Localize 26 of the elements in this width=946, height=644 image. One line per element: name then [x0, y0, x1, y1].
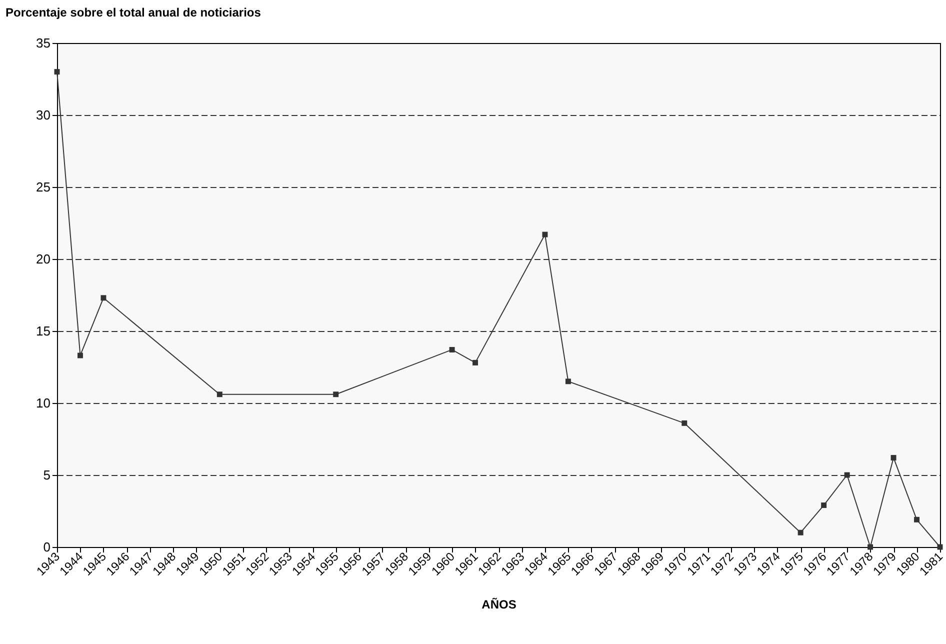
y-tick-label: 0 — [43, 540, 50, 554]
point — [682, 420, 688, 426]
point — [54, 69, 60, 75]
y-tick-label: 20 — [36, 252, 50, 266]
y-tick-label: 30 — [36, 108, 50, 122]
point — [100, 295, 106, 301]
point — [890, 454, 896, 460]
point — [844, 472, 850, 478]
point — [565, 378, 571, 384]
y-tick-label: 15 — [36, 324, 50, 338]
point — [216, 392, 222, 398]
x-axis-title: AÑOS — [482, 598, 516, 612]
point — [798, 530, 804, 536]
point — [914, 516, 920, 522]
point — [868, 544, 874, 550]
y-tick-label: 25 — [36, 180, 50, 194]
y-tick-label: 5 — [43, 468, 50, 482]
point — [472, 360, 478, 366]
point — [449, 346, 455, 352]
y-tick-label: 10 — [36, 396, 50, 410]
point — [542, 232, 548, 238]
point — [821, 502, 827, 508]
point — [333, 392, 339, 398]
y-axis-title: Porcentaje sobre el total anual de noticiarios — [6, 6, 262, 20]
y-tick-label: 35 — [36, 36, 50, 50]
point — [78, 352, 83, 358]
